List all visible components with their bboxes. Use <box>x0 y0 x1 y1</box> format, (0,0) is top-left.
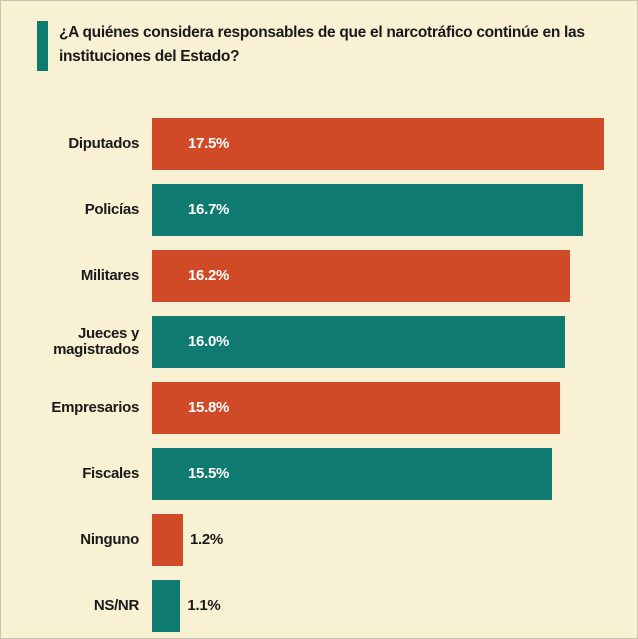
bar <box>152 514 183 566</box>
value-label: 15.8% <box>188 399 230 416</box>
bar <box>152 448 553 500</box>
category-label: Policías <box>84 201 140 218</box>
value-label: 16.0% <box>188 333 230 350</box>
category-label: Diputados <box>68 135 139 152</box>
bar <box>152 250 571 302</box>
title-icon <box>37 21 48 71</box>
category-label: Ninguno <box>80 531 139 548</box>
bar <box>152 118 604 170</box>
value-label: 1.1% <box>187 597 221 614</box>
value-label: 16.7% <box>188 201 230 218</box>
value-label: 17.5% <box>188 135 230 152</box>
value-label: 1.2% <box>189 531 223 548</box>
category-label: Militares <box>80 267 139 284</box>
bar <box>152 316 566 368</box>
category-label: Fiscales <box>82 465 139 482</box>
bar <box>152 184 584 236</box>
value-label: 15.5% <box>188 465 230 482</box>
bar <box>152 382 561 434</box>
bar <box>152 580 181 632</box>
category-label: NS/NR <box>93 597 139 614</box>
chart-title: ¿A quiénes considera responsables de que… <box>59 24 585 65</box>
category-label: Empresarios <box>51 399 139 416</box>
category-label: Jueces y magistrados <box>53 325 139 358</box>
value-label: 16.2% <box>188 267 230 284</box>
